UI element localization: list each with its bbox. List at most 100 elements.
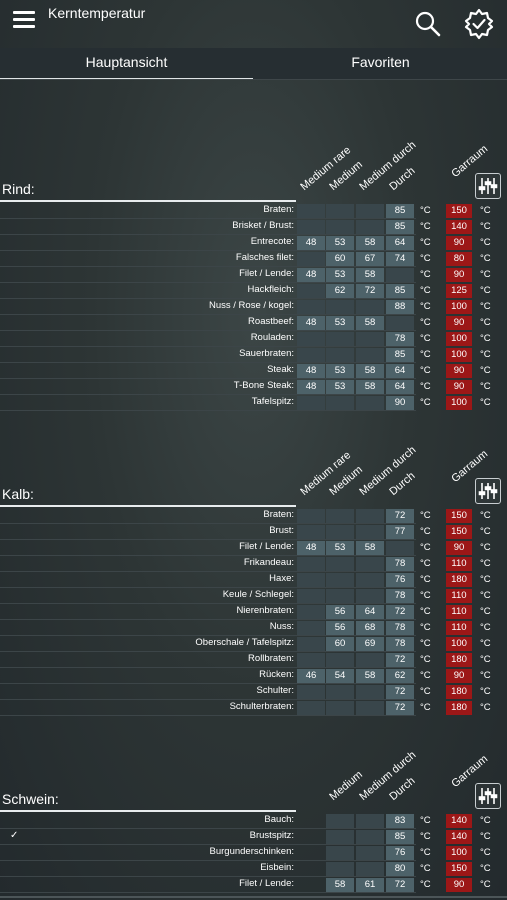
row-separator: [0, 250, 416, 251]
table-row[interactable]: Sauerbraten: 85 °C 100 °C: [0, 347, 507, 363]
table-row[interactable]: Steak: 48 53 58 64 °C 90 °C: [0, 363, 507, 379]
row-separator: [0, 683, 416, 684]
unit-label: °C: [480, 686, 491, 697]
temperature-cell: 80: [386, 862, 414, 876]
temperature-cell: [326, 525, 354, 539]
table-row[interactable]: Keule / Schlegel: 78 °C 110 °C: [0, 588, 507, 604]
sliders-icon: [478, 788, 498, 804]
unit-label: °C: [480, 253, 491, 264]
unit-label: °C: [480, 606, 491, 617]
table-row[interactable]: Rollbraten: 72 °C 180 °C: [0, 652, 507, 668]
table-row[interactable]: Hackfleich: 62 72 85 °C 125 °C: [0, 283, 507, 299]
table-row[interactable]: Bauch: 83 °C 140 °C: [0, 813, 507, 829]
temperature-cell: [356, 685, 384, 699]
table-row[interactable]: Filet / Lende: 58 61 72 °C 90 °C: [0, 877, 507, 893]
table-row[interactable]: Oberschale / Tafelspitz: 60 69 78 °C 100 °C: [0, 636, 507, 652]
table-row[interactable]: Schulter: 72 °C 180 °C: [0, 684, 507, 700]
temperature-cell: 90: [386, 396, 414, 410]
table-row[interactable]: Roastbeef: 48 53 58 °C 90 °C: [0, 315, 507, 331]
temperature-cell: [356, 204, 384, 218]
table-row[interactable]: Filet / Lende: 48 53 58 °C 90 °C: [0, 540, 507, 556]
temperature-cell: 53: [326, 364, 354, 378]
unit-label: °C: [480, 237, 491, 248]
table-row[interactable]: Braten: 72 °C 150 °C: [0, 508, 507, 524]
temperature-cell: 78: [386, 332, 414, 346]
table-row[interactable]: Rücken: 46 54 58 62 °C 90 °C: [0, 668, 507, 684]
scroll-indicator: [0, 896, 507, 898]
row-separator: [0, 266, 416, 267]
column-filter-button[interactable]: [475, 173, 501, 199]
tab-hauptansicht[interactable]: Hauptansicht: [0, 48, 253, 80]
unit-label: °C: [480, 221, 491, 232]
table-row[interactable]: Schulterbraten: 72 °C 180 °C: [0, 700, 507, 716]
row-label: Burgunderschinken:: [209, 846, 295, 857]
row-separator: [0, 410, 416, 411]
temperature-cell: 60: [326, 637, 354, 651]
garraum-cell: 100: [446, 396, 472, 410]
temperature-cell: 72: [386, 509, 414, 523]
table-row[interactable]: T-Bone Steak: 48 53 58 64 °C 90 °C: [0, 379, 507, 395]
temperature-cell: 56: [326, 621, 354, 635]
table-row[interactable]: Tafelspitz: 90 °C 100 °C: [0, 395, 507, 411]
row-separator: [0, 715, 416, 716]
menu-icon[interactable]: [13, 11, 35, 29]
table-row[interactable]: Frikandeau: 78 °C 110 °C: [0, 556, 507, 572]
table-row[interactable]: Entrecote: 48 53 58 64 °C 90 °C: [0, 235, 507, 251]
row-label: Braten:: [263, 204, 294, 215]
table-row[interactable]: Brust: 77 °C 150 °C: [0, 524, 507, 540]
unit-label: °C: [480, 702, 491, 713]
temperature-cell: 58: [356, 236, 384, 250]
row-separator: [0, 699, 416, 700]
temperature-cell: 78: [386, 589, 414, 603]
garraum-cell: 180: [446, 701, 472, 715]
row-separator: [0, 539, 416, 540]
table-row[interactable]: Falsches filet: 60 67 74 °C 80 °C: [0, 251, 507, 267]
temperature-cell: [297, 204, 325, 218]
table-row[interactable]: Nuss / Rose / kogel: 88 °C 100 °C: [0, 299, 507, 315]
table-row[interactable]: Haxe: 76 °C 180 °C: [0, 572, 507, 588]
temperature-cell: [297, 573, 325, 587]
table-row[interactable]: Eisbein: 80 °C 150 °C: [0, 861, 507, 877]
garraum-cell: 100: [446, 332, 472, 346]
column-filter-button[interactable]: [475, 478, 501, 504]
gear-check-icon[interactable]: [462, 7, 496, 41]
row-separator: [0, 314, 416, 315]
row-label: Tafelspitz:: [251, 396, 294, 407]
temperature-cell: 78: [386, 557, 414, 571]
unit-label: °C: [420, 333, 431, 344]
row-label: Nuss:: [269, 621, 294, 632]
table-row[interactable]: Nierenbraten: 56 64 72 °C 110 °C: [0, 604, 507, 620]
temperature-cell: [356, 557, 384, 571]
table-row[interactable]: ✓ Brustspitz: 85 °C 140 °C: [0, 829, 507, 845]
temperature-cell: [326, 204, 354, 218]
app-title: Kerntemperatur: [48, 5, 146, 21]
unit-label: °C: [480, 317, 491, 328]
table-row[interactable]: Rouladen: 78 °C 100 °C: [0, 331, 507, 347]
unit-label: °C: [480, 863, 491, 874]
row-label: Brustspitz:: [249, 830, 294, 841]
temperature-cell: [297, 525, 325, 539]
unit-label: °C: [480, 638, 491, 649]
temperature-cell: 61: [356, 878, 384, 892]
temperature-cell: [326, 685, 354, 699]
row-label: Schulter:: [256, 685, 295, 696]
row-label: Haxe:: [269, 573, 294, 584]
column-filter-button[interactable]: [475, 783, 501, 809]
row-separator: [0, 651, 416, 652]
table-row[interactable]: Burgunderschinken: 76 °C 100 °C: [0, 845, 507, 861]
temperature-cell: [326, 589, 354, 603]
row-label: Brisket / Brust:: [232, 220, 294, 231]
unit-label: °C: [480, 510, 491, 521]
row-label: Schulterbraten:: [229, 701, 294, 712]
garraum-cell: 90: [446, 669, 472, 683]
search-icon[interactable]: [414, 10, 442, 38]
table-row[interactable]: Nuss: 56 68 78 °C 110 °C: [0, 620, 507, 636]
temperature-cell: [297, 252, 325, 266]
table-row[interactable]: Filet / Lende: 48 53 58 °C 90 °C: [0, 267, 507, 283]
row-separator: [0, 555, 416, 556]
table-row[interactable]: Braten: 85 °C 150 °C: [0, 203, 507, 219]
temperature-cell: 64: [386, 236, 414, 250]
temperature-cell: 48: [297, 316, 325, 330]
tab-favoriten[interactable]: Favoriten: [351, 54, 410, 70]
table-row[interactable]: Brisket / Brust: 85 °C 140 °C: [0, 219, 507, 235]
